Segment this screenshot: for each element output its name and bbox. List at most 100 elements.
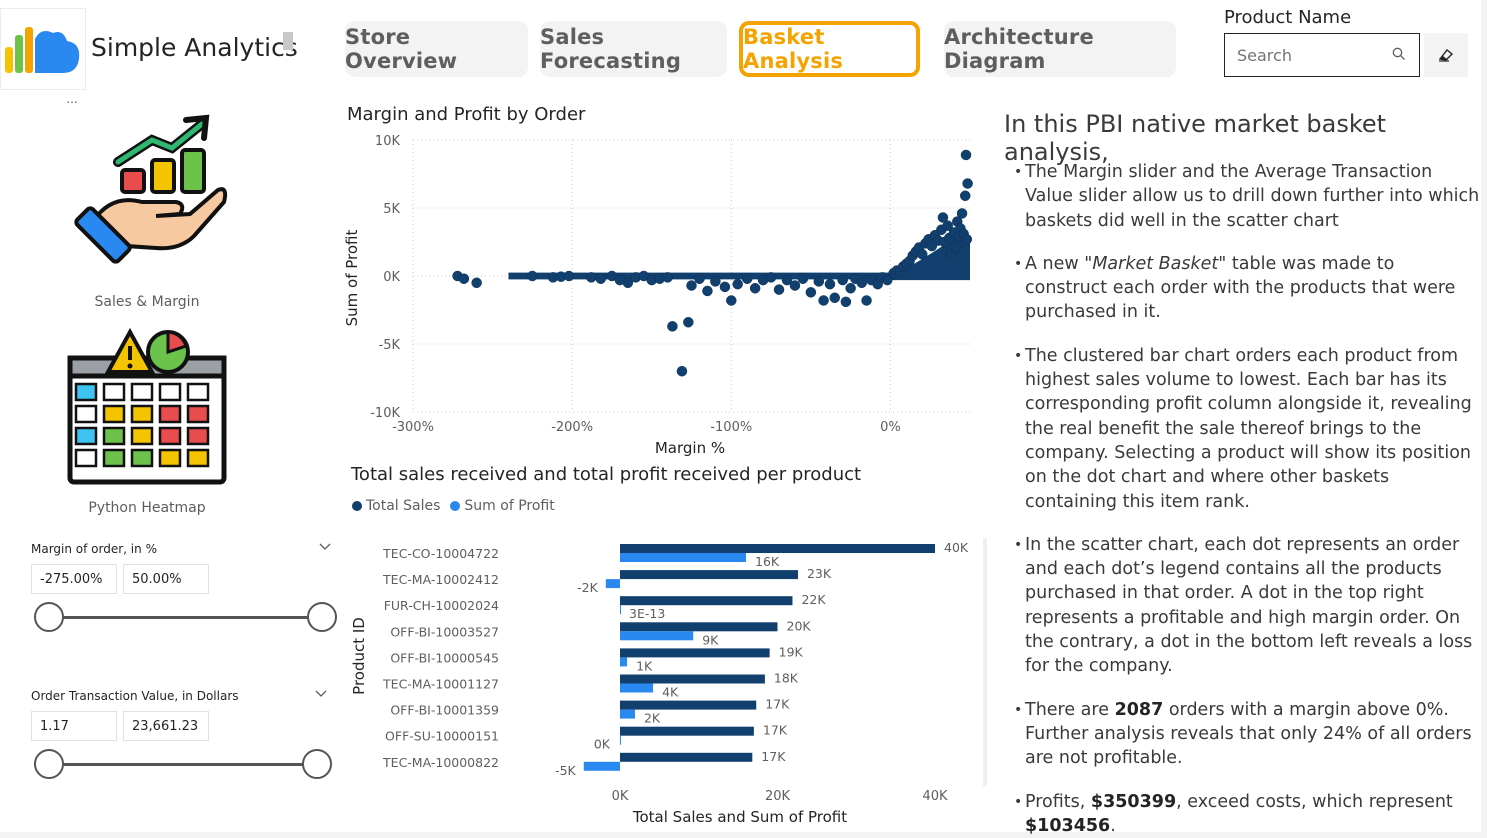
product-id-label[interactable]: TEC-MA-10000822: [382, 755, 499, 770]
product-id-label[interactable]: OFF-BI-10000545: [390, 650, 499, 665]
scatter-point[interactable]: [789, 280, 801, 291]
scatter-point[interactable]: [961, 234, 973, 245]
product-search-box[interactable]: [1224, 33, 1420, 77]
chevron-down-icon[interactable]: [315, 689, 327, 699]
python-heatmap-card[interactable]: [64, 327, 230, 486]
profit-bar[interactable]: [620, 553, 746, 562]
scatter-point[interactable]: [818, 295, 829, 306]
scatter-point[interactable]: [719, 281, 731, 293]
scatter-point[interactable]: [683, 316, 694, 328]
scatter-point[interactable]: [797, 273, 809, 284]
margin-max-input[interactable]: 50.00%: [123, 564, 209, 594]
search-icon[interactable]: [1392, 47, 1406, 61]
scatter-point[interactable]: [732, 278, 743, 290]
scatter-point[interactable]: [527, 270, 538, 282]
scatter-point[interactable]: [710, 276, 721, 287]
product-id-label[interactable]: OFF-BI-10003527: [390, 624, 499, 639]
scatter-point[interactable]: [781, 274, 793, 286]
scatter-chart[interactable]: 10K 5K 0K -5K -10K -300% -200% -100% 0% Sum of …: [340, 128, 980, 460]
profit-bar[interactable]: [620, 735, 621, 745]
scatter-point[interactable]: [840, 296, 852, 308]
profit-bar[interactable]: [583, 761, 620, 771]
scatter-point[interactable]: [837, 274, 848, 286]
total-sales-bar[interactable]: [620, 752, 753, 762]
product-id-label[interactable]: TEC-MA-10002412: [382, 572, 499, 587]
scatter-point[interactable]: [667, 321, 678, 332]
scatter-point[interactable]: [813, 276, 825, 287]
total-sales-bar[interactable]: [620, 622, 778, 632]
total-sales-bar[interactable]: [620, 544, 935, 553]
bar-chart[interactable]: TEC-CO-10004722 TEC-MA-10002412 FUR-CH-100…: [340, 530, 990, 830]
scatter-point[interactable]: [937, 212, 949, 223]
product-id-label[interactable]: TEC-MA-10001127: [382, 677, 499, 692]
scatter-point[interactable]: [824, 278, 836, 290]
scatter-point[interactable]: [881, 274, 893, 286]
profit-bar[interactable]: [620, 683, 654, 693]
scatter-point[interactable]: [917, 248, 928, 260]
legend-sum-of-profit[interactable]: Sum of Profit: [464, 498, 555, 514]
otv-slider-track[interactable]: [48, 763, 318, 766]
product-id-label[interactable]: OFF-SU-10000151: [385, 729, 499, 744]
scatter-point[interactable]: [765, 272, 777, 283]
scatter-point[interactable]: [741, 273, 753, 284]
scatter-point[interactable]: [702, 285, 713, 297]
product-id-label[interactable]: FUR-CH-10002024: [384, 598, 499, 613]
otv-slider-min-handle[interactable]: [34, 749, 64, 779]
tab-architecture-diagram[interactable]: Architecture Diagram: [944, 21, 1176, 77]
tab-sales-forecasting[interactable]: Sales Forecasting: [540, 21, 727, 77]
product-id-label[interactable]: OFF-BI-10001359: [390, 703, 499, 718]
scatter-point[interactable]: [458, 273, 470, 284]
product-id-label[interactable]: TEC-CO-10004722: [382, 546, 499, 561]
total-sales-bar[interactable]: [620, 648, 770, 658]
profit-bar[interactable]: [605, 579, 620, 589]
total-sales-bar[interactable]: [620, 570, 798, 580]
scatter-point[interactable]: [773, 284, 785, 295]
scatter-point[interactable]: [563, 270, 575, 282]
margin-slider-max-handle[interactable]: [307, 602, 337, 632]
scatter-point[interactable]: [956, 208, 968, 219]
sales-margin-card[interactable]: [72, 110, 230, 272]
product-search-input[interactable]: [1237, 45, 1387, 65]
margin-slider-track[interactable]: [48, 616, 322, 619]
tab-basket-analysis[interactable]: Basket Analysis: [739, 21, 920, 77]
scatter-point[interactable]: [686, 280, 697, 291]
scatter-point[interactable]: [856, 277, 868, 289]
scatter-point[interactable]: [622, 277, 634, 289]
more-options-icon[interactable]: ...: [60, 93, 84, 109]
scatter-point[interactable]: [585, 272, 597, 283]
scatter-point[interactable]: [471, 277, 482, 289]
scatter-point[interactable]: [962, 178, 973, 189]
scatter-point[interactable]: [959, 190, 971, 202]
legend-total-sales[interactable]: Total Sales: [366, 498, 441, 514]
scatter-point[interactable]: [950, 242, 961, 253]
scatter-point[interactable]: [960, 149, 972, 161]
clear-selection-button[interactable]: [1424, 33, 1468, 77]
profit-bar[interactable]: [620, 605, 621, 615]
scatter-point[interactable]: [676, 365, 688, 377]
profit-bar[interactable]: [620, 657, 628, 667]
scatter-point[interactable]: [749, 282, 761, 294]
chevron-down-icon[interactable]: [319, 542, 331, 552]
scatter-point[interactable]: [942, 220, 953, 231]
profit-bar[interactable]: [620, 709, 635, 719]
scatter-point[interactable]: [726, 295, 737, 306]
scatter-point[interactable]: [845, 282, 856, 294]
otv-min-input[interactable]: 1.17: [31, 711, 117, 741]
otv-slider-max-handle[interactable]: [302, 749, 332, 779]
tab-store-overview[interactable]: Store Overview: [345, 21, 528, 77]
total-sales-bar[interactable]: [620, 674, 765, 684]
total-sales-bar[interactable]: [620, 596, 793, 606]
scatter-point[interactable]: [829, 292, 840, 304]
scatter-point[interactable]: [805, 287, 817, 298]
scatter-point[interactable]: [861, 295, 872, 306]
margin-min-input[interactable]: -275.00%: [31, 564, 117, 594]
total-sales-bar[interactable]: [620, 726, 754, 736]
margin-slider-min-handle[interactable]: [34, 602, 64, 632]
scatter-point[interactable]: [595, 273, 607, 284]
scatter-point[interactable]: [694, 273, 705, 284]
profit-bar[interactable]: [620, 631, 694, 641]
total-sales-bar[interactable]: [620, 700, 757, 710]
scatter-point[interactable]: [662, 272, 673, 283]
bar-chart-scrollbar[interactable]: [983, 538, 987, 786]
otv-max-input[interactable]: 23,661.23: [123, 711, 209, 741]
